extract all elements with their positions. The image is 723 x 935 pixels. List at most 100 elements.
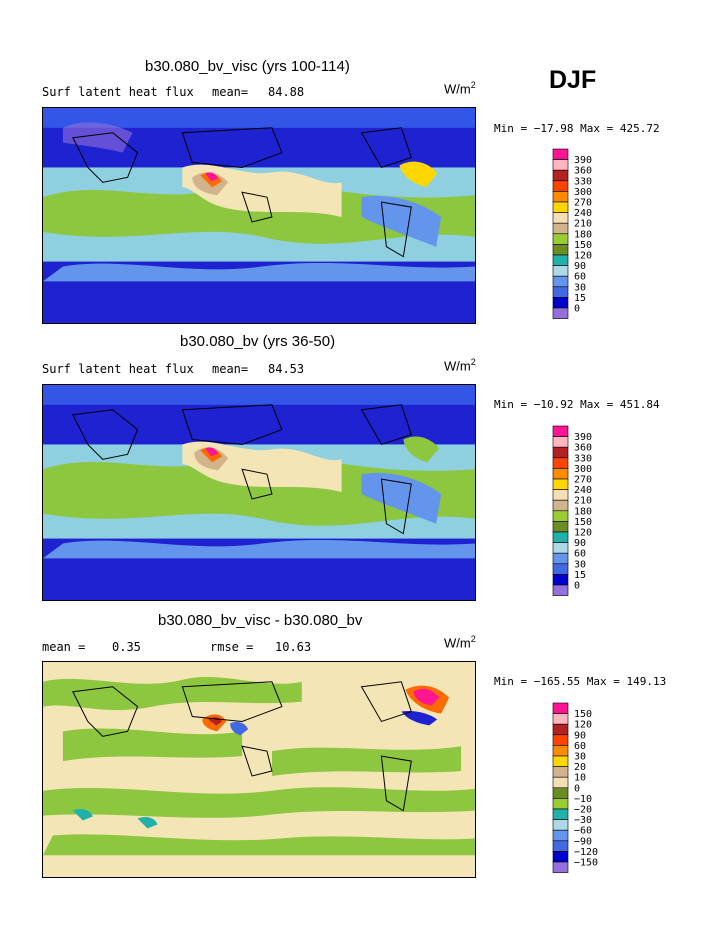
colorbar-tick-label: −60 — [574, 826, 592, 837]
colorbar-swatch — [552, 212, 569, 224]
panel-3-title: b30.080_bv_visc - b30.080_bv — [158, 612, 363, 629]
colorbar-swatch — [552, 542, 569, 554]
panel-2-mean-value: 84.53 — [268, 362, 305, 376]
colorbar-tick-label: 15 — [574, 293, 586, 304]
colorbar-tick-label: 360 — [574, 166, 592, 177]
panel-3-rmse-value: 10.63 — [275, 640, 312, 654]
colorbar-tick-label: 30 — [574, 559, 586, 570]
colorbar-swatch — [552, 233, 569, 245]
panel-2-map — [42, 384, 476, 601]
panel-2-min-max: Min = −10.92 Max = 451.84 — [494, 398, 660, 411]
colorbar-tick-label: 180 — [574, 506, 592, 517]
colorbar-tick-label: 0 — [574, 783, 580, 794]
colorbar-tick-label: −150 — [574, 858, 598, 869]
season-label: DJF — [549, 66, 597, 94]
panel-1-left-label: Surf latent heat flux — [42, 85, 194, 99]
panel-1-title: b30.080_bv_visc (yrs 100-114) — [145, 58, 350, 75]
colorbar-swatch — [552, 563, 569, 575]
colorbar-tick-label: 90 — [574, 261, 586, 272]
panel-2-title: b30.080_bv (yrs 36-50) — [180, 333, 336, 350]
colorbar-swatch — [552, 819, 569, 831]
colorbar-swatch — [552, 222, 569, 235]
colorbar-swatch — [552, 840, 569, 852]
panel-1-map — [42, 107, 476, 324]
colorbar-swatch — [552, 169, 569, 182]
colorbar-swatch — [552, 552, 569, 565]
panel-2-colorbar-swatches — [552, 425, 569, 596]
colorbar-tick-label: −20 — [574, 805, 592, 816]
colorbar-tick-label: 270 — [574, 198, 592, 209]
colorbar-tick-label: 210 — [574, 496, 592, 507]
colorbar-swatch — [552, 713, 569, 725]
colorbar-swatch — [552, 531, 569, 543]
colorbar-swatch — [552, 265, 569, 277]
colorbar-swatch — [552, 861, 569, 873]
colorbar-tick-label: 300 — [574, 464, 592, 475]
colorbar-tick-label: 390 — [574, 155, 592, 166]
colorbar-tick-label: −90 — [574, 836, 592, 847]
panel-1-mean-value: 84.88 — [268, 85, 305, 99]
panel-2-left-label: Surf latent heat flux — [42, 362, 194, 376]
colorbar-swatch — [552, 436, 569, 448]
colorbar-swatch — [552, 521, 569, 533]
colorbar-tick-label: 150 — [574, 240, 592, 251]
panel-2-units: W/m2 — [444, 357, 476, 374]
colorbar-swatch — [552, 307, 569, 319]
panel-1-colorbar-swatches — [552, 148, 569, 319]
colorbar-swatch — [552, 798, 569, 810]
colorbar-swatch — [552, 574, 569, 586]
panel-3-map — [42, 661, 476, 878]
colorbar-swatch — [552, 584, 569, 596]
colorbar-tick-label: −120 — [574, 847, 598, 858]
colorbar-tick-label: 180 — [574, 229, 592, 240]
colorbar-tick-label: 120 — [574, 528, 592, 539]
colorbar-swatch — [552, 766, 569, 778]
colorbar-swatch — [552, 745, 569, 757]
colorbar-tick-label: 90 — [574, 538, 586, 549]
colorbar-tick-label: 390 — [574, 432, 592, 443]
colorbar-swatch — [552, 180, 569, 192]
colorbar-tick-label: 150 — [574, 517, 592, 528]
colorbar-swatch — [552, 478, 569, 490]
colorbar-tick-label: −10 — [574, 794, 592, 805]
colorbar-swatch — [552, 776, 569, 789]
colorbar-swatch — [552, 787, 569, 799]
colorbar-tick-label: 330 — [574, 176, 592, 187]
colorbar-swatch — [552, 468, 569, 480]
colorbar-swatch — [552, 244, 569, 256]
panel-1-min-max: Min = −17.98 Max = 425.72 — [494, 122, 660, 135]
panel-3-rmse-label: rmse = — [210, 640, 254, 654]
colorbar-swatch — [552, 489, 569, 501]
colorbar-swatch — [552, 734, 569, 746]
colorbar-tick-label: 330 — [574, 453, 592, 464]
panel-3-min-max: Min = −165.55 Max = 149.13 — [494, 675, 667, 688]
colorbar-tick-label: 15 — [574, 570, 586, 581]
colorbar-swatch — [552, 755, 569, 767]
colorbar-swatch — [552, 829, 569, 842]
colorbar-tick-label: 60 — [574, 549, 586, 560]
colorbar-tick-label: 0 — [574, 304, 580, 315]
colorbar-swatch — [552, 201, 569, 213]
panel-3-colorbar-swatches — [552, 702, 569, 873]
colorbar-tick-label: 270 — [574, 475, 592, 486]
colorbar-swatch — [552, 510, 569, 522]
colorbar-swatch — [552, 702, 569, 714]
colorbar-swatch — [552, 457, 569, 469]
colorbar-tick-label: 150 — [574, 709, 592, 720]
colorbar-swatch — [552, 297, 569, 309]
colorbar-swatch — [552, 159, 569, 171]
colorbar-swatch — [552, 499, 569, 512]
colorbar-swatch — [552, 808, 569, 820]
panel-3-mean-label: mean = — [42, 640, 86, 654]
panel-2-mean-label: mean= — [212, 362, 249, 376]
colorbar-tick-label: 30 — [574, 282, 586, 293]
colorbar-tick-label: 210 — [574, 219, 592, 230]
colorbar-tick-label: 20 — [574, 762, 586, 773]
panel-3-mean-value: 0.35 — [112, 640, 141, 654]
colorbar-swatch — [552, 275, 569, 288]
